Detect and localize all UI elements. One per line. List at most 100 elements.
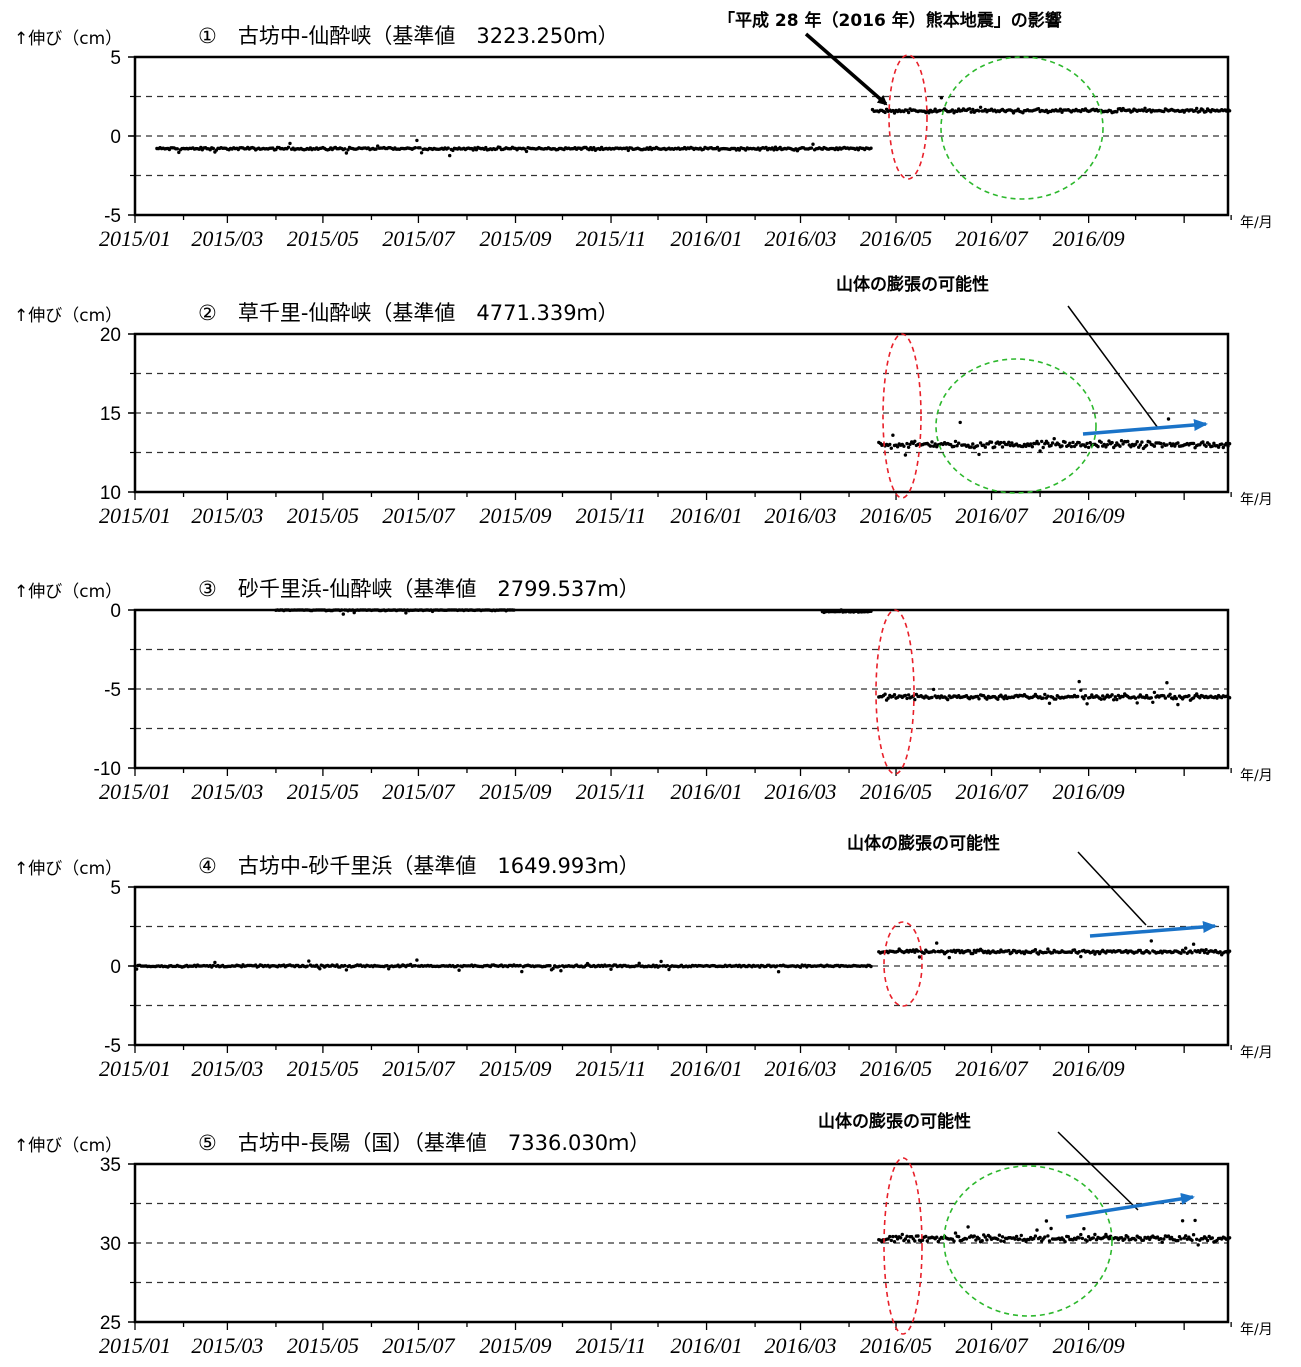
data-point xyxy=(1043,1235,1047,1239)
data-point xyxy=(1184,1234,1188,1238)
data-point xyxy=(1099,697,1103,701)
data-point xyxy=(913,950,917,954)
data-point xyxy=(1040,439,1044,444)
data-point xyxy=(607,963,612,968)
data-point xyxy=(1163,696,1168,700)
data-point xyxy=(343,147,347,151)
data-point xyxy=(344,151,349,155)
x-tick-label: 2015/09 xyxy=(479,226,551,251)
data-point xyxy=(1019,1233,1023,1238)
data-point xyxy=(946,949,950,953)
data-point xyxy=(1210,444,1215,448)
data-point xyxy=(1182,950,1186,954)
data-point xyxy=(1079,688,1083,692)
data-point xyxy=(1176,1238,1180,1243)
data-point xyxy=(1191,1233,1196,1237)
data-point xyxy=(1160,445,1164,449)
data-point xyxy=(1063,440,1067,444)
data-point xyxy=(889,1238,893,1243)
data-point xyxy=(625,146,629,150)
data-point xyxy=(1179,951,1183,955)
data-point xyxy=(455,964,460,968)
data-point xyxy=(1043,442,1047,446)
x-tick-label: 2015/05 xyxy=(287,503,359,528)
data-point xyxy=(1224,441,1229,446)
data-point xyxy=(1195,106,1199,111)
y-tick-label: 35 xyxy=(100,1155,121,1176)
data-point xyxy=(1152,444,1157,448)
x-tick-label: 2016/07 xyxy=(955,1333,1028,1358)
data-point xyxy=(715,145,720,150)
data-point xyxy=(1159,1237,1163,1241)
x-tick-label: 2016/05 xyxy=(860,1056,932,1081)
data-point xyxy=(775,964,779,968)
data-point xyxy=(1046,1234,1050,1238)
data-point xyxy=(1115,697,1119,702)
data-point xyxy=(1076,694,1080,699)
data-point xyxy=(307,959,311,963)
data-point xyxy=(1227,442,1232,446)
data-point xyxy=(776,970,781,974)
data-point xyxy=(888,442,892,447)
y-tick-label: 0 xyxy=(110,957,121,978)
data-point xyxy=(1044,1219,1049,1223)
data-point xyxy=(1148,951,1152,955)
data-point xyxy=(996,1237,1000,1242)
data-point xyxy=(1077,679,1081,684)
data-point xyxy=(592,146,596,150)
data-point xyxy=(1096,444,1100,449)
x-tick-label: 2016/05 xyxy=(860,226,932,251)
trend-arrow xyxy=(1065,1192,1195,1219)
data-point xyxy=(1110,440,1114,445)
data-point xyxy=(1091,949,1096,953)
data-point xyxy=(891,433,895,437)
data-point xyxy=(657,964,662,968)
chart-panel-2: ↑伸び（cm） ② 草千里-仙酔峡（基準値 4771.339ｍ） 10 15 20 201… xyxy=(14,301,1273,528)
data-point xyxy=(888,1234,892,1239)
data-point xyxy=(385,964,389,968)
x-tick-label: 2015/07 xyxy=(382,1333,455,1358)
y-tick-label: -5 xyxy=(104,1036,121,1057)
x-tick-label: 2015/01 xyxy=(99,779,171,804)
data-point xyxy=(1112,698,1116,702)
data-point xyxy=(895,445,900,449)
data-point xyxy=(1086,445,1091,450)
data-point xyxy=(977,1237,981,1241)
data-point xyxy=(930,440,934,444)
data-point xyxy=(518,963,522,968)
data-point xyxy=(927,111,931,115)
data-point xyxy=(1190,951,1194,955)
quake-ellipse xyxy=(883,1157,923,1335)
data-point xyxy=(903,453,908,457)
data-point xyxy=(1135,440,1139,444)
data-point xyxy=(955,444,959,448)
data-point xyxy=(1227,109,1232,113)
chart-panel-4: ↑伸び（cm） ④ 古坊中-砂千里浜（基準値 1649.993ｍ） -5 0 5 2015… xyxy=(14,854,1273,1081)
data-point xyxy=(977,697,981,701)
data-point xyxy=(989,440,994,444)
data-point xyxy=(341,612,345,616)
data-point xyxy=(1050,441,1055,445)
data-point xyxy=(1159,441,1163,446)
data-point xyxy=(933,442,937,446)
data-point xyxy=(1030,445,1035,449)
data-point xyxy=(886,696,890,700)
data-point xyxy=(1024,444,1028,448)
data-point xyxy=(1102,442,1107,447)
x-unit-label: 年/月 xyxy=(1240,1322,1273,1338)
x-tick-label: 2016/07 xyxy=(955,1056,1028,1081)
data-point xyxy=(936,1239,940,1244)
x-tick-label: 2015/07 xyxy=(382,503,455,528)
data-point xyxy=(175,147,179,151)
data-point xyxy=(1204,444,1208,448)
data-point xyxy=(966,1225,970,1229)
data-point xyxy=(288,141,292,146)
data-point xyxy=(1107,1237,1111,1241)
data-point xyxy=(972,1234,976,1238)
y-tick-label: 15 xyxy=(100,404,121,425)
data-point xyxy=(1174,696,1179,701)
data-point xyxy=(1000,445,1005,449)
data-point xyxy=(1133,442,1138,446)
data-point xyxy=(305,964,309,968)
data-point xyxy=(637,961,641,965)
